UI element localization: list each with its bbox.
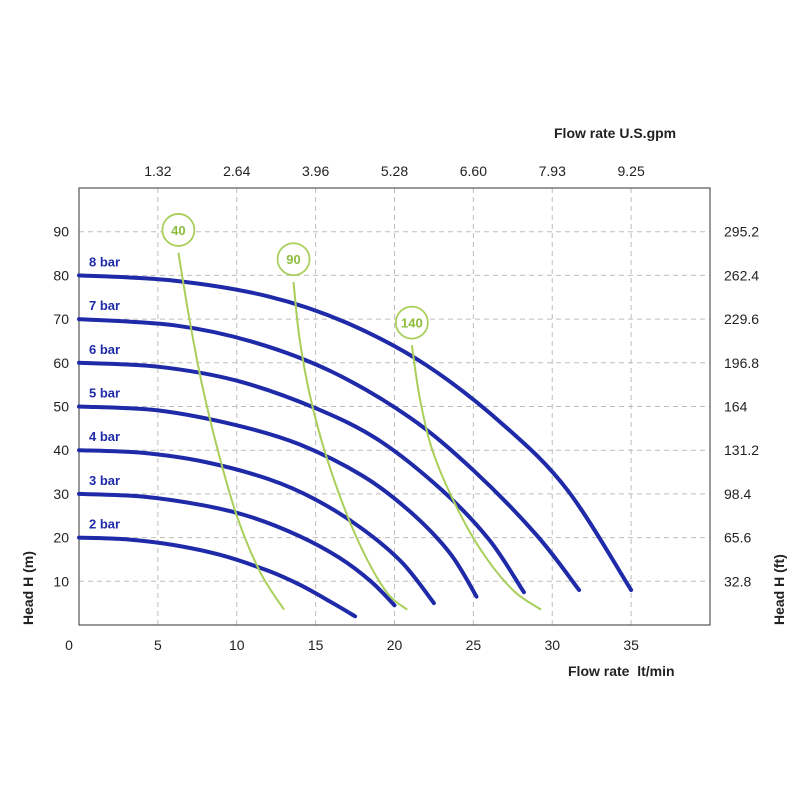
pressure-curve-label: 5 bar (89, 386, 120, 401)
y-tick-label: 30 (53, 486, 69, 502)
pressure-curve-label: 2 bar (89, 517, 120, 532)
air-consumption-label: 90 (286, 252, 300, 267)
pressure-curve-label: 6 bar (89, 342, 120, 357)
x-tick-label: 20 (387, 637, 403, 653)
x-tick-label: 10 (229, 637, 245, 653)
top-tick-label: 1.32 (144, 163, 171, 179)
x-tick-label: 0 (65, 637, 73, 653)
pressure-curve-label: 7 bar (89, 298, 120, 313)
pressure-curve-label: 4 bar (89, 429, 120, 444)
right-axis-title: Head H (ft) (771, 554, 787, 625)
right-tick-label: 131.2 (724, 442, 759, 458)
x-tick-label: 35 (623, 637, 639, 653)
top-tick-label: 6.60 (460, 163, 487, 179)
x-tick-label: 25 (466, 637, 482, 653)
air-consumption-lines: 40 90 140 (161, 213, 542, 611)
y-tick-label: 50 (53, 399, 69, 415)
x-tick-label: 5 (154, 637, 162, 653)
right-tick-label: 98.4 (724, 486, 751, 502)
top-tick-label: 2.64 (223, 163, 250, 179)
air-consumption-line-90 (292, 281, 408, 611)
air-consumption-bubble (161, 213, 196, 247)
top-tick-label: 5.28 (381, 163, 408, 179)
air-consumption-label: 40 (171, 223, 185, 238)
right-tick-label: 262.4 (724, 267, 759, 283)
x-tick-label: 30 (544, 637, 560, 653)
left-axis-title: Head H (m) (20, 551, 36, 625)
right-tick-label: 229.6 (724, 311, 759, 327)
x-tick-label: 15 (308, 637, 324, 653)
top-tick-label: 9.25 (618, 163, 645, 179)
top-axis-title: Flow rate U.S.gpm (554, 125, 676, 141)
y-tick-label: 80 (53, 267, 69, 283)
right-tick-label: 196.8 (724, 355, 759, 371)
pressure-curves: 2 bar 3 bar 4 bar 5 bar 6 bar 7 bar 8 bar (77, 254, 634, 619)
y-tick-label: 40 (53, 442, 69, 458)
pressure-curve-5-bar (77, 404, 479, 599)
y-tick-label: 70 (53, 311, 69, 327)
air-consumption-label: 140 (401, 316, 423, 331)
pressure-curve-6-bar (77, 360, 526, 595)
bottom-axis-title: Flow rate lt/min (568, 663, 675, 679)
pressure-curve-4-bar (77, 448, 436, 606)
pressure-curve-2-bar (77, 535, 358, 619)
air-consumption-bubble (276, 242, 311, 277)
air-consumption-line-40 (177, 252, 285, 611)
top-tick-label: 3.96 (302, 163, 329, 179)
pressure-curve-label: 8 bar (89, 254, 120, 269)
y-tick-label: 90 (53, 224, 69, 240)
pressure-curve-8-bar (77, 273, 634, 592)
y-tick-label: 20 (53, 530, 69, 546)
right-tick-label: 32.8 (724, 573, 751, 589)
pressure-curve-3-bar (77, 491, 397, 608)
right-tick-label: 164 (724, 399, 748, 415)
air-consumption-line-140 (410, 345, 542, 611)
tick-labels: 0 5 10 15 20 25 30 35 10 20 30 40 50 60 70 80 90 1.32 2.64… (53, 163, 759, 653)
pressure-curve-7-bar (77, 317, 582, 592)
y-tick-label: 10 (53, 573, 69, 589)
air-consumption-bubble (394, 305, 429, 340)
right-tick-label: 295.2 (724, 224, 759, 240)
top-tick-label: 7.93 (539, 163, 566, 179)
pressure-curve-label: 3 bar (89, 473, 120, 488)
y-tick-label: 60 (53, 355, 69, 371)
right-tick-label: 65.6 (724, 530, 751, 546)
